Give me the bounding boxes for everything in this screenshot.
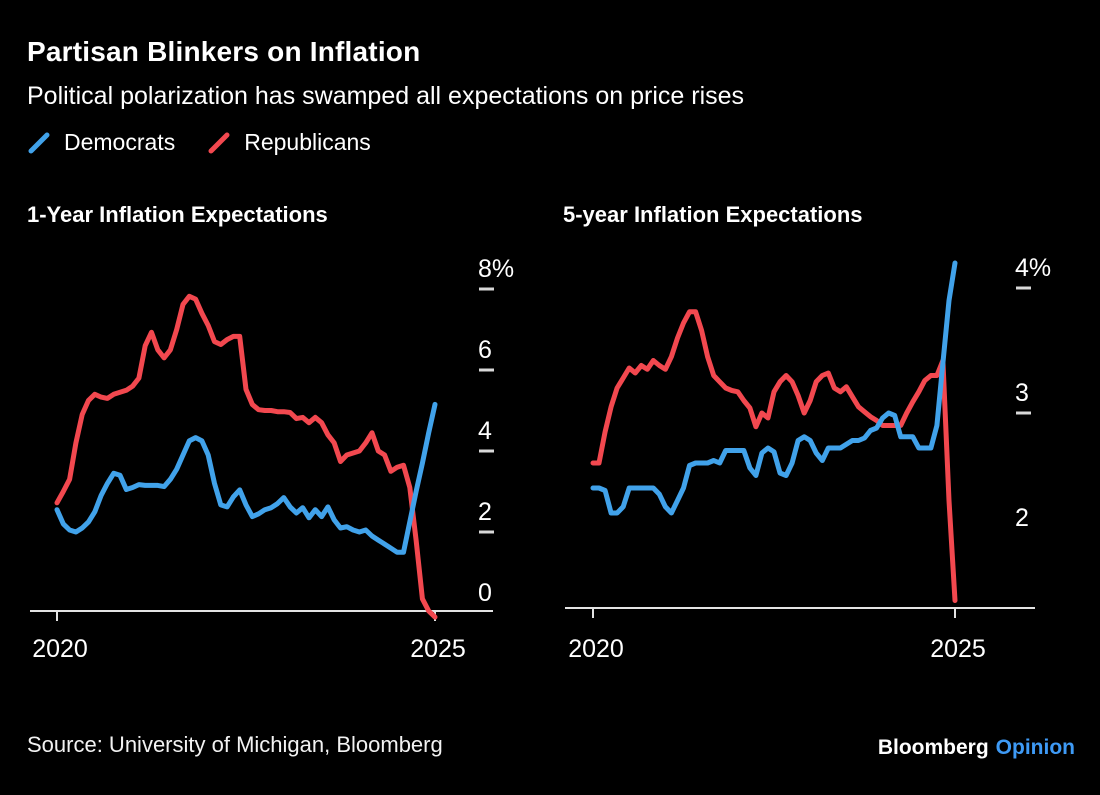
svg-text:2025: 2025: [930, 635, 986, 663]
one-year-chart-canvas: 2020 2025 8% 6 4 2 0: [30, 255, 514, 663]
five-year-chart-canvas: 2020 2025 4% 3 2: [565, 254, 1051, 663]
brand-bloomberg: Bloomberg: [877, 736, 989, 759]
svg-text:6: 6: [478, 336, 492, 364]
svg-text:4%: 4%: [1015, 254, 1051, 282]
legend-item-democrats: Democrats: [27, 129, 175, 156]
legend-label-democrats: Democrats: [64, 129, 176, 155]
bloomberg-opinion-logo: Bloomberg Opinion: [878, 736, 1075, 760]
page-subtitle: Political polarization has swamped all e…: [27, 82, 745, 110]
svg-text:4: 4: [478, 417, 492, 445]
svg-text:2: 2: [478, 498, 492, 526]
brand-opinion: Opinion: [995, 736, 1075, 759]
svg-text:2020: 2020: [32, 635, 88, 663]
svg-text:2020: 2020: [568, 635, 624, 663]
svg-text:2: 2: [1015, 504, 1029, 532]
republicans-line-icon: [208, 132, 230, 153]
legend-item-republicans: Republicans: [207, 129, 371, 156]
svg-text:8%: 8%: [478, 255, 514, 283]
five-year-chart-title: 5-year Inflation Expectations: [563, 202, 863, 227]
source-note: Source: University of Michigan, Bloomber…: [27, 732, 443, 757]
svg-text:2025: 2025: [410, 635, 466, 663]
legend-label-republicans: Republicans: [244, 129, 371, 155]
legend: Democrats Republicans: [27, 129, 371, 156]
svg-text:3: 3: [1015, 379, 1029, 407]
one-year-chart-title: 1-Year Inflation Expectations: [27, 202, 328, 227]
svg-text:0: 0: [478, 579, 492, 607]
democrats-line-icon: [28, 132, 50, 153]
page-title: Partisan Blinkers on Inflation: [27, 36, 421, 67]
